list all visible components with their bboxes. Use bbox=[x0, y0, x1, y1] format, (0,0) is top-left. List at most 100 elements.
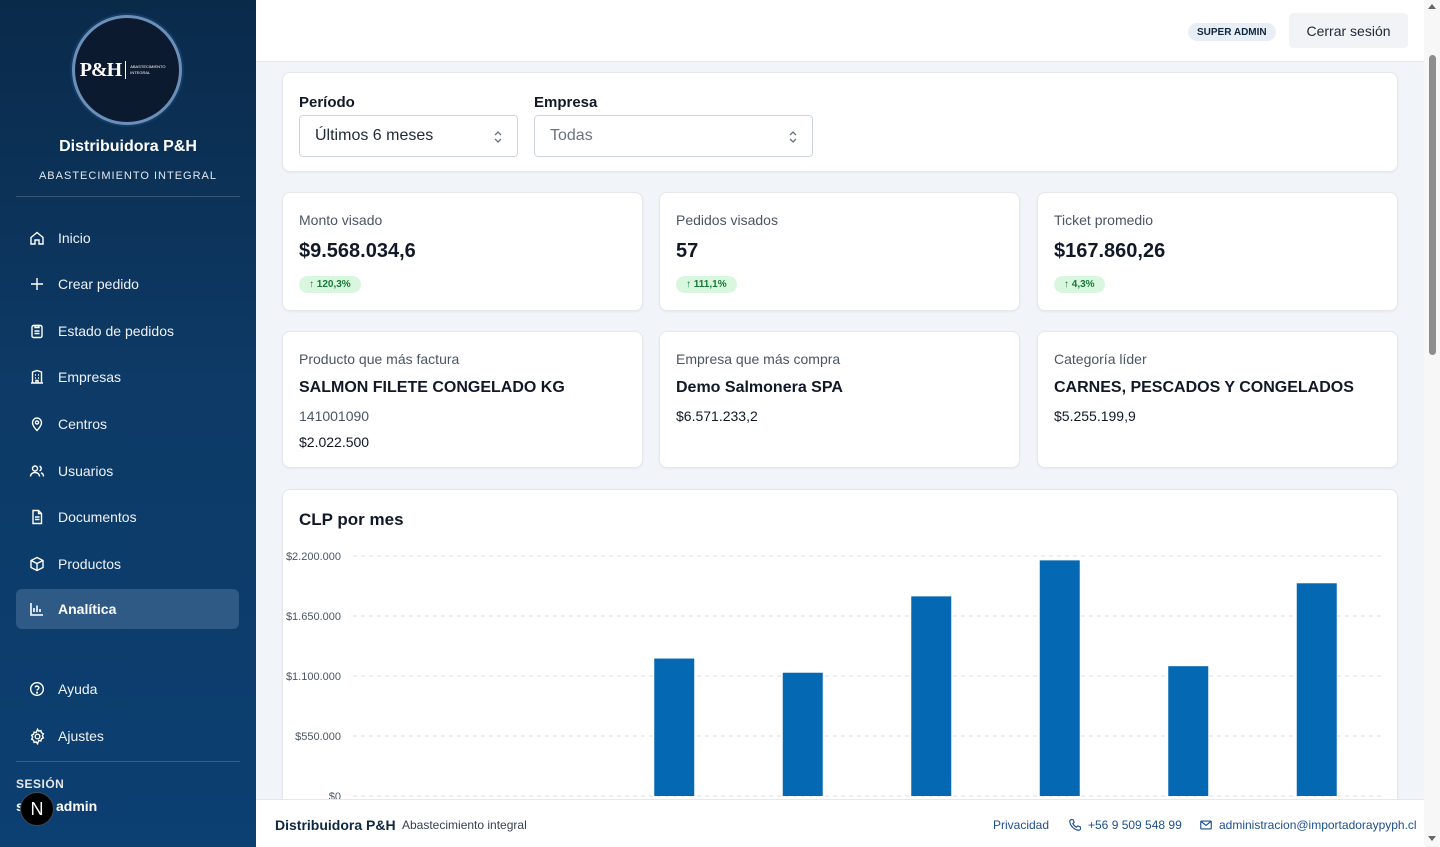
bar[interactable] bbox=[911, 596, 952, 796]
kpi-delta-badge: ↑ 4,3% bbox=[1054, 276, 1105, 293]
footer-brand: Distribuidora P&H bbox=[275, 817, 396, 833]
users-icon bbox=[28, 462, 46, 480]
email-link[interactable]: administracion@importadoraypyph.cl bbox=[1199, 818, 1417, 832]
role-badge: SUPER ADMIN bbox=[1188, 23, 1276, 41]
y-tick-label: $550.000 bbox=[295, 731, 341, 743]
divider bbox=[16, 761, 240, 762]
help-circle-icon bbox=[28, 680, 46, 698]
footer-tagline: Abastecimiento integral bbox=[402, 818, 527, 832]
chart-title: CLP por mes bbox=[299, 510, 404, 529]
top-name: Demo Salmonera SPA bbox=[676, 379, 843, 396]
sidebar: P&H ABASTECIMIENTO INTEGRAL Distribuidor… bbox=[0, 0, 256, 847]
scrollbar-thumb[interactable] bbox=[1429, 55, 1436, 355]
top-title: Categoría líder bbox=[1054, 351, 1147, 367]
kpi-value: 57 bbox=[676, 240, 699, 262]
category-amount: $5.255.199,9 bbox=[1054, 408, 1136, 424]
top-company-card: Empresa que más compra Demo Salmonera SP… bbox=[659, 331, 1020, 468]
chevron-updown-icon bbox=[494, 131, 502, 143]
sidebar-item-usuarios[interactable]: Usuarios bbox=[16, 451, 239, 491]
plus-icon bbox=[28, 275, 46, 293]
logo-subtext: ABASTECIMIENTO INTEGRAL bbox=[130, 64, 166, 75]
privacy-link-label: Privacidad bbox=[993, 818, 1050, 832]
brand-tagline: ABASTECIMIENTO INTEGRAL bbox=[38, 170, 218, 182]
clipboard-icon bbox=[28, 322, 46, 340]
privacy-link[interactable]: Privacidad bbox=[993, 818, 1049, 832]
phone-link[interactable]: +56 9 509 548 99 bbox=[1068, 818, 1182, 832]
scroll-up-icon[interactable] bbox=[1428, 4, 1436, 9]
company-select[interactable]: Todas bbox=[534, 115, 813, 157]
brand-logo: P&H ABASTECIMIENTO INTEGRAL bbox=[72, 15, 182, 125]
sidebar-item-label: Empresas bbox=[58, 369, 122, 385]
sidebar-item-label: Analítica bbox=[58, 601, 117, 617]
package-icon bbox=[28, 555, 46, 573]
sidebar-item-crear-pedido[interactable]: Crear pedido bbox=[16, 264, 239, 304]
sidebar-item-label: Estado de pedidos bbox=[58, 323, 174, 339]
sidebar-item-label: Ayuda bbox=[58, 681, 98, 697]
kpi-delta-badge: ↑ 111,1% bbox=[676, 276, 737, 293]
period-label: Período bbox=[299, 94, 355, 111]
top-category-card: Categoría líder CARNES, PESCADOS Y CONGE… bbox=[1037, 331, 1398, 468]
building-icon bbox=[28, 368, 46, 386]
sidebar-item-label: Productos bbox=[58, 556, 122, 572]
y-tick-label: $1.100.000 bbox=[286, 671, 341, 683]
sidebar-item-centros[interactable]: Centros bbox=[16, 404, 239, 444]
logout-button[interactable]: Cerrar sesión bbox=[1289, 13, 1408, 48]
kpi-title: Pedidos visados bbox=[676, 212, 778, 228]
top-title: Empresa que más compra bbox=[676, 351, 841, 367]
sidebar-item-productos[interactable]: Productos bbox=[16, 544, 239, 584]
product-code: 141001090 bbox=[299, 408, 370, 424]
bar[interactable] bbox=[782, 672, 823, 796]
sidebar-item-label: Documentos bbox=[58, 509, 137, 525]
filters-card: Período Últimos 6 meses Empresa Todas bbox=[282, 72, 1398, 172]
kpi-title: Monto visado bbox=[299, 212, 383, 228]
bar[interactable] bbox=[1168, 666, 1209, 796]
sidebar-item-documentos[interactable]: Documentos bbox=[16, 497, 239, 537]
chevron-updown-icon bbox=[789, 131, 797, 143]
logo-separator bbox=[125, 61, 127, 79]
brand-name: Distribuidora P&H bbox=[59, 138, 197, 155]
footer: Distribuidora P&H Abastecimiento integra… bbox=[256, 799, 1424, 847]
sidebar-item-estado-de-pedidos[interactable]: Estado de pedidos bbox=[16, 311, 239, 351]
divider bbox=[16, 196, 240, 197]
bar[interactable] bbox=[654, 658, 695, 796]
period-select[interactable]: Últimos 6 meses bbox=[299, 115, 518, 157]
top-title: Producto que más factura bbox=[299, 351, 460, 367]
company-amount: $6.571.233,2 bbox=[676, 408, 758, 424]
sidebar-item-label: Ajustes bbox=[58, 728, 104, 744]
kpi-card-monto-visado: Monto visado $9.568.034,6 ↑ 120,3% bbox=[282, 192, 643, 311]
sidebar-item-inicio[interactable]: Inicio bbox=[16, 218, 239, 258]
avatar[interactable]: N bbox=[20, 792, 54, 826]
sidebar-item-analitica[interactable]: Analítica bbox=[16, 589, 239, 629]
home-icon bbox=[28, 229, 46, 247]
period-select-value: Últimos 6 meses bbox=[315, 127, 434, 144]
session-user-prefix: s bbox=[16, 798, 24, 814]
session-label: SESIÓN bbox=[16, 777, 65, 791]
top-name: SALMON FILETE CONGELADO KG bbox=[299, 379, 565, 396]
sidebar-item-empresas[interactable]: Empresas bbox=[16, 357, 239, 397]
kpi-delta-badge: ↑ 120,3% bbox=[299, 276, 361, 293]
bar[interactable] bbox=[1039, 560, 1080, 796]
sidebar-item-ajustes[interactable]: Ajustes bbox=[16, 716, 239, 756]
sidebar-item-label: Inicio bbox=[58, 230, 91, 246]
top-product-card: Producto que más factura SALMON FILETE C… bbox=[282, 331, 643, 468]
y-tick-label: $2.200.000 bbox=[286, 551, 341, 563]
mail-icon bbox=[1200, 820, 1212, 830]
scroll-down-icon[interactable] bbox=[1428, 836, 1436, 841]
sidebar-item-label: Usuarios bbox=[58, 463, 114, 479]
product-amount: $2.022.500 bbox=[299, 434, 370, 450]
bar-chart: $0$550.000$1.100.000$1.650.000$2.200.000 bbox=[286, 551, 1381, 803]
kpi-value: $9.568.034,6 bbox=[299, 240, 416, 262]
topbar: SUPER ADMIN Cerrar sesión bbox=[256, 0, 1424, 62]
top-name: CARNES, PESCADOS Y CONGELADOS bbox=[1054, 379, 1354, 396]
kpi-title: Ticket promedio bbox=[1054, 212, 1154, 228]
y-tick-label: $1.650.000 bbox=[286, 611, 341, 623]
sidebar-item-ayuda[interactable]: Ayuda bbox=[16, 669, 239, 709]
bar[interactable] bbox=[1296, 583, 1337, 796]
sidebar-item-label: Centros bbox=[58, 416, 108, 432]
gear-icon bbox=[28, 727, 46, 745]
kpi-card-pedidos-visados: Pedidos visados 57 ↑ 111,1% bbox=[659, 192, 1020, 311]
phone-icon bbox=[1069, 819, 1082, 831]
scrollbar[interactable] bbox=[1424, 0, 1440, 847]
chart-card: CLP por mes $0 $550.000 $1.100.000 $1.650.0… bbox=[282, 489, 1398, 819]
phone-link-label: +56 9 509 548 99 bbox=[1088, 818, 1182, 832]
